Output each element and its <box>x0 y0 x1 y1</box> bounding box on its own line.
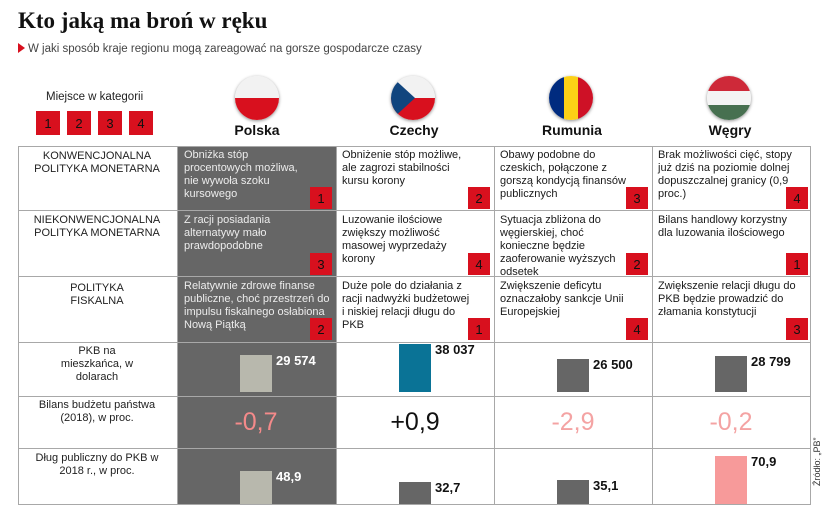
row-label-budget-balance: Bilans budżetu państwa (2018), w proc. <box>38 399 156 424</box>
rank-badge: 4 <box>468 253 490 275</box>
gdp-bar-poland <box>240 355 272 392</box>
red-triangle-icon <box>18 43 25 53</box>
debt-bar-hungary <box>715 456 747 504</box>
rank-badge: 1 <box>468 318 490 340</box>
row-label-fiscal-policy: POLITYKA FISKALNA <box>70 282 124 307</box>
cell-fiscal-czechia: Duże pole do działania z racji nadwyżki … <box>342 280 470 331</box>
rank-legend-item: 4 <box>129 111 153 135</box>
country-name-romania: Rumunia <box>542 122 602 138</box>
budget-value-czechia: +0,9 <box>390 408 440 436</box>
rank-badge: 4 <box>626 318 648 340</box>
flag-poland-icon <box>235 76 279 120</box>
grid-line <box>18 396 811 397</box>
cell-unconventional-poland: Z racji posiadania alternatywy mało praw… <box>184 214 271 252</box>
debt-bar-poland <box>240 471 272 504</box>
gdp-bar-czechia <box>399 344 431 392</box>
cell-conventional-poland: Obniżka stóp procentowych możliwa, nie w… <box>184 149 298 200</box>
cell-unconventional-hungary: Bilans handlowy korzystny dla luzowania … <box>658 214 788 239</box>
gdp-value-czechia: 38 037 <box>435 342 475 357</box>
cell-fiscal-poland: Relatywnie zdrowe finanse publiczne, cho… <box>184 280 330 331</box>
row-label-gdp-per-capita: PKB na mieszkańca, w dolarach <box>60 345 134 383</box>
cell-conventional-czechia: Obniżenie stóp możliwe, ale zagrozi stab… <box>342 149 462 187</box>
rank-badge: 4 <box>786 187 808 209</box>
subtitle-text: W jaki sposób kraje regionu mogą zareago… <box>28 43 422 55</box>
gdp-bar-hungary <box>715 356 747 392</box>
grid-line <box>18 342 811 343</box>
grid-line <box>810 146 811 504</box>
flag-hungary-icon <box>707 76 751 120</box>
source-note: Źródło: „PB” <box>812 437 822 486</box>
cell-fiscal-romania: Zwiększenie deficytu oznaczałoby sankcje… <box>500 280 624 318</box>
cell-unconventional-romania: Sytuacja zbliżona do węgierskiej, choć k… <box>500 214 616 278</box>
grid-line <box>652 146 653 504</box>
grid-line <box>18 146 811 147</box>
debt-value-hungary: 70,9 <box>751 454 777 469</box>
rank-badge: 2 <box>468 187 490 209</box>
rank-badge: 2 <box>310 318 332 340</box>
rank-badge: 2 <box>626 253 648 275</box>
cell-unconventional-czechia: Luzowanie ilościowe zwiększy możliwość m… <box>342 214 447 265</box>
rank-badge: 1 <box>310 187 332 209</box>
debt-bar-romania <box>557 480 589 504</box>
row-label-conventional-policy: KONWENCJONALNA POLITYKA MONETARNA <box>34 150 160 175</box>
rank-badge: 3 <box>310 253 332 275</box>
page-title: Kto jaką ma broń w ręku <box>18 8 268 33</box>
country-name-czechia: Czechy <box>389 122 439 138</box>
grid-line <box>177 146 178 504</box>
gdp-value-poland: 29 574 <box>276 353 316 368</box>
grid-line <box>18 448 811 449</box>
grid-line <box>18 210 811 211</box>
budget-value-poland: -0,7 <box>234 408 278 436</box>
country-name-hungary: Węgry <box>708 122 752 138</box>
gdp-value-romania: 26 500 <box>593 357 633 372</box>
rank-badge: 3 <box>626 187 648 209</box>
cell-conventional-hungary: Brak możliwości cięć, stopy już dziś na … <box>658 149 792 200</box>
rank-legend: 1 2 3 4 <box>36 111 153 135</box>
flag-romania-icon <box>549 76 593 120</box>
budget-value-hungary: -0,2 <box>709 408 753 436</box>
gdp-value-hungary: 28 799 <box>751 354 791 369</box>
grid-line <box>494 146 495 504</box>
rank-legend-item: 2 <box>67 111 91 135</box>
row-label-unconventional-policy: NIEKONWENCJONALNA POLITYKA MONETARNA <box>33 214 161 239</box>
debt-bar-czechia <box>399 482 431 504</box>
rank-legend-item: 1 <box>36 111 60 135</box>
cell-conventional-romania: Obawy podobne do czeskich, połączone z g… <box>500 149 626 200</box>
debt-value-poland: 48,9 <box>276 469 302 484</box>
poland-highlight-column <box>178 146 336 504</box>
rank-legend-label: Miejsce w kategorii <box>46 91 144 103</box>
cell-fiscal-hungary: Zwiększenie relacji długu do PKB będzie … <box>658 280 796 318</box>
row-label-public-debt: Dług publiczny do PKB w 2018 r., w proc. <box>35 452 159 477</box>
rank-legend-item: 3 <box>98 111 122 135</box>
rank-badge: 3 <box>786 318 808 340</box>
country-name-poland: Polska <box>234 122 280 138</box>
flag-czechia-icon <box>391 76 435 120</box>
grid-line <box>18 276 811 277</box>
debt-value-czechia: 32,7 <box>435 480 461 495</box>
grid-line <box>18 504 811 505</box>
budget-value-romania: -2,9 <box>551 408 595 436</box>
gdp-bar-romania <box>557 359 589 392</box>
debt-value-romania: 35,1 <box>593 478 619 493</box>
page-subtitle: W jaki sposób kraje regionu mogą zareago… <box>18 43 422 55</box>
grid-line <box>18 146 19 504</box>
grid-line <box>336 146 337 504</box>
rank-badge: 1 <box>786 253 808 275</box>
